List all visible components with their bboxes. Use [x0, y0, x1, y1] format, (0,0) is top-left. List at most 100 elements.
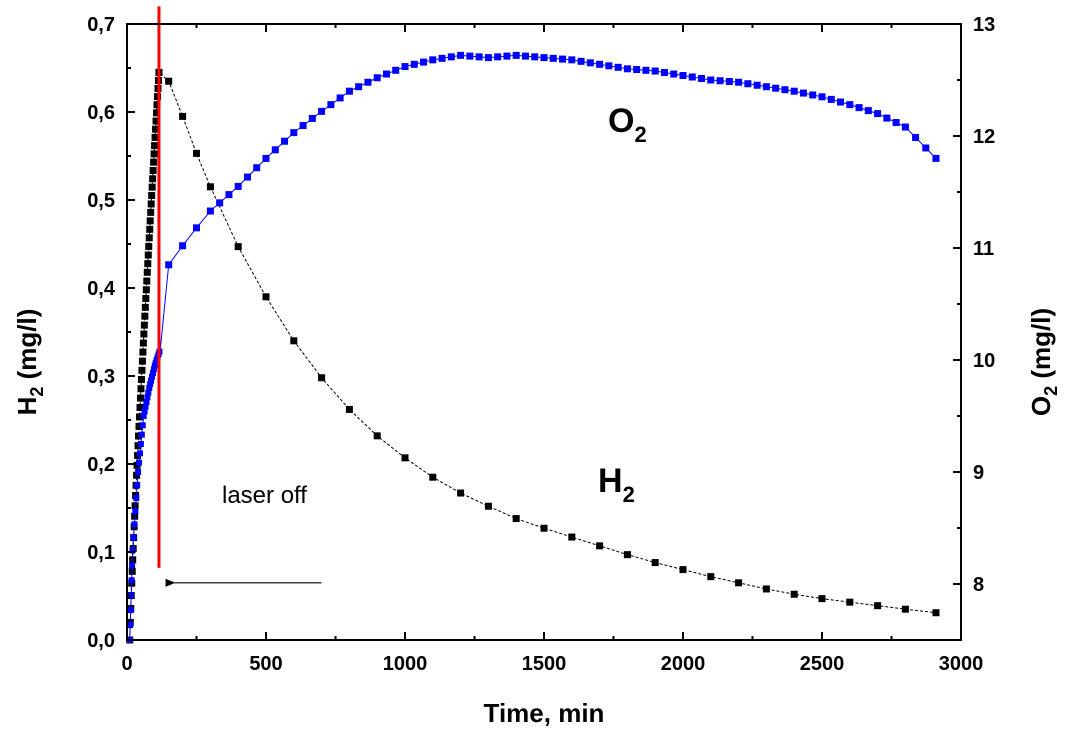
o2-point [318, 107, 326, 115]
o2-point [150, 366, 157, 373]
y2-axis-title-main: O [1026, 396, 1056, 416]
h2-point [623, 551, 631, 559]
h2-point [846, 598, 854, 606]
h2-point [138, 357, 146, 365]
o2-point [135, 469, 142, 475]
o2-point [521, 52, 529, 60]
o2-point [132, 508, 139, 515]
h2-point [136, 413, 144, 421]
h2-point [373, 432, 381, 440]
h2-point [141, 303, 149, 311]
h2-point [141, 312, 149, 320]
o2-point [577, 57, 585, 65]
y-axis-title-main: H [12, 397, 42, 416]
y-tick-label: 0,7 [87, 14, 115, 36]
o2-point [438, 54, 446, 62]
h2-point [762, 585, 770, 593]
o2-point [772, 84, 780, 92]
series-label-h2-main: H [598, 462, 623, 500]
h2-point [679, 566, 687, 574]
h2-point [262, 293, 270, 301]
o2-point [271, 146, 279, 154]
series-label-h2-sub: 2 [623, 482, 635, 507]
h2-point [136, 403, 144, 411]
o2-point [596, 60, 604, 68]
h2-point [153, 101, 161, 109]
y2-tick-label: 11 [973, 238, 994, 260]
h2-point [142, 286, 150, 294]
o2-point [128, 592, 135, 599]
h2-point [145, 242, 153, 250]
o2-point [128, 577, 135, 584]
o2-line [129, 54, 937, 641]
o2-point [133, 495, 140, 502]
h2-point [138, 366, 146, 374]
h2-point [135, 432, 143, 440]
h2-point [148, 183, 156, 191]
o2-point [129, 547, 136, 554]
y-tick-label: 0,4 [87, 278, 116, 300]
h2-point [148, 192, 156, 200]
o2-point [147, 381, 154, 388]
h2-point [874, 602, 882, 610]
o2-point [234, 182, 242, 190]
x-tick-label: 2000 [661, 653, 706, 675]
o2-point [651, 67, 659, 75]
h2-point [234, 243, 242, 251]
o2-point [308, 114, 316, 122]
o2-point [707, 76, 715, 84]
h2-point [152, 117, 160, 125]
h2-point [139, 339, 147, 347]
o2-point [912, 133, 920, 141]
h2-point [345, 405, 353, 413]
y-tick-label: 0,1 [87, 542, 115, 564]
o2-point [420, 58, 428, 66]
o2-point [735, 78, 743, 86]
o2-point [642, 66, 650, 74]
o2-point [127, 622, 134, 629]
o2-point [345, 87, 353, 95]
o2-point [145, 389, 152, 396]
y2-axis-title-rest: (mg/l) [1026, 308, 1056, 386]
o2-point [364, 78, 372, 86]
h2-point [651, 559, 659, 567]
h2-point [144, 260, 152, 268]
o2-point [299, 122, 307, 130]
x-tick-label: 1000 [383, 653, 428, 675]
o2-point [725, 77, 733, 85]
o2-point [134, 482, 141, 489]
o2-point [262, 154, 270, 162]
o2-point [281, 137, 289, 145]
o2-point [143, 399, 150, 405]
h2-point [140, 330, 148, 338]
h2-point [131, 502, 139, 510]
series-label-o2: O2 [608, 102, 647, 147]
h2-point [512, 515, 520, 523]
o2-point [253, 164, 261, 172]
o2-point [206, 207, 214, 215]
h2-point [318, 374, 326, 382]
o2-point [531, 53, 539, 61]
x-tick-label: 3000 [939, 653, 984, 675]
h2-point [707, 573, 715, 581]
h2-point [142, 295, 150, 303]
h2-point [143, 277, 151, 285]
o2-point [716, 77, 724, 85]
o2-point [922, 144, 930, 152]
h2-point [139, 348, 147, 356]
h2-point [140, 321, 148, 329]
o2-point [136, 450, 143, 457]
h2-point [152, 125, 160, 133]
h2-point [146, 217, 154, 225]
o2-point [512, 51, 520, 59]
h2-point [290, 337, 298, 345]
h2-point [151, 133, 159, 141]
series-label-o2-main: O [608, 102, 634, 140]
o2-point [457, 51, 465, 59]
o2-point [864, 107, 872, 115]
o2-point [136, 459, 143, 466]
o2-point [382, 70, 390, 78]
h2-point [150, 158, 158, 166]
o2-point [901, 123, 909, 131]
